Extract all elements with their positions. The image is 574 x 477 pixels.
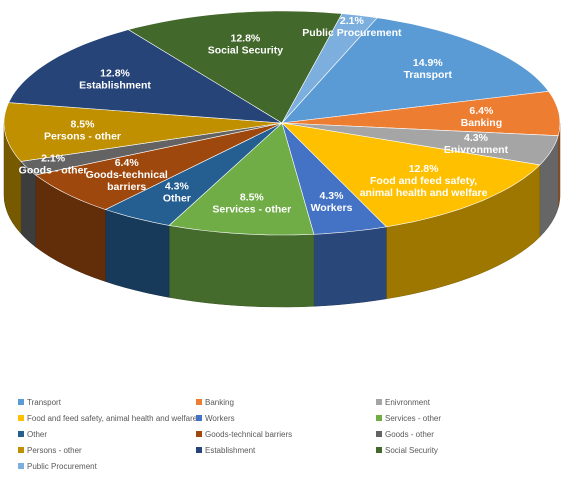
pie-sides [3, 122, 561, 308]
data-label-name-other: Other [163, 193, 191, 205]
legend-label: Public Procurement [27, 461, 97, 471]
legend-swatch [376, 399, 382, 405]
legend-swatch [376, 415, 382, 421]
data-label-name-establishment: Establishment [79, 80, 151, 92]
legend-item-persons-other: Persons - other [18, 444, 196, 456]
data-label-value-public-procurement: 2.1% [340, 15, 365, 27]
legend-label: Other [27, 429, 48, 439]
legend-swatch [196, 415, 202, 421]
legend-label: Establishment [205, 445, 256, 455]
pie-slice-transport [281, 17, 550, 124]
legend-swatch [196, 447, 202, 453]
pie-slice-enivronment [281, 122, 559, 166]
data-label-value-establishment: 12.8% [100, 68, 130, 80]
data-label-value-banking: 6.4% [469, 105, 494, 117]
legend-item-establishment: Establishment [196, 444, 376, 456]
pie-slice-goods-technical-barriers [34, 122, 283, 210]
data-label-name-transport: Transport [404, 69, 453, 81]
pie-side-services-other [168, 225, 315, 308]
legend-swatch [18, 463, 24, 469]
legend-item-goods-other: Goods - other [376, 428, 556, 440]
legend-label: Persons - other [27, 445, 82, 455]
data-label-value-other: 4.3% [165, 181, 190, 193]
legend-item-transport: Transport [18, 396, 196, 408]
data-label-name-goods-technical-barriers: Goods-technical [86, 169, 168, 181]
legend-label: Enivronment [385, 397, 430, 407]
data-label-name-enivronment: Enivronment [444, 144, 509, 156]
data-labels: 14.9%Transport6.4%Banking4.3%Enivronment… [19, 15, 509, 216]
legend-label: Transport [27, 397, 61, 407]
pie-slice-other [104, 122, 283, 226]
pie-slice-social-security [127, 10, 343, 124]
data-label-value-goods-technical-barriers: 6.4% [115, 157, 140, 169]
data-label-value-transport: 14.9% [413, 57, 443, 69]
legend-swatch [196, 399, 202, 405]
data-label-value-goods-other: 2.1% [41, 153, 66, 165]
pie-slice-public-procurement [281, 13, 378, 124]
legend-item-workers: Workers [196, 412, 376, 424]
data-label-value-workers: 4.3% [320, 190, 345, 202]
legend-item-enivronment: Enivronment [376, 396, 556, 408]
pie-side-workers [313, 226, 387, 307]
data-label-name-goods-other: Goods - other [19, 165, 88, 177]
data-label-value-enivronment: 4.3% [464, 132, 489, 144]
pie-slice-establishment [8, 29, 283, 124]
pie-slice-food-and-feed-safety-animal-health-and-welfare [281, 122, 541, 228]
legend-swatch [18, 431, 24, 437]
pie-chart: 14.9%Transport6.4%Banking4.3%Enivronment… [3, 10, 561, 308]
legend-swatch [18, 399, 24, 405]
data-label-name-banking: Banking [461, 117, 502, 129]
data-label-name-food-and-feed-safety-animal-health-and-welfare: Food and feed safety, [370, 175, 477, 187]
pie-slice-persons-other [3, 102, 283, 162]
data-label-name-persons-other: Persons - other [44, 131, 121, 143]
legend-swatch [196, 431, 202, 437]
data-label-name-food-and-feed-safety-animal-health-and-welfare: animal health and welfare [360, 187, 488, 199]
legend-label: Food and feed safety, animal health and … [27, 413, 198, 423]
legend-label: Goods-technical barriers [205, 429, 293, 439]
legend-item-food-and-feed-safety-animal-health-and-welfare: Food and feed safety, animal health and … [18, 412, 198, 424]
pie-top [3, 10, 561, 236]
data-label-name-goods-technical-barriers: barriers [107, 181, 146, 193]
legend-label: Services - other [385, 413, 442, 423]
legend-swatch [18, 415, 24, 421]
legend-item-services-other: Services - other [376, 412, 556, 424]
data-label-name-services-other: Services - other [212, 204, 291, 216]
data-label-name-social-security: Social Security [208, 45, 283, 57]
legend-label: Goods - other [385, 429, 434, 439]
legend-swatch [376, 447, 382, 453]
legend-label: Banking [205, 397, 234, 407]
data-label-value-services-other: 8.5% [240, 192, 265, 204]
data-label-value-persons-other: 8.5% [71, 119, 96, 131]
pie-slice-banking [281, 90, 561, 137]
data-label-name-workers: Workers [311, 202, 353, 214]
legend: Transport Banking Enivronment Food and feed… [18, 396, 563, 472]
data-label-value-social-security: 12.8% [231, 33, 261, 45]
legend-swatch [18, 447, 24, 453]
pie-slice-services-other [168, 122, 315, 236]
data-label-name-public-procurement: Public Procurement [302, 27, 402, 39]
pie-slice-goods-other [20, 122, 283, 176]
legend-item-social-security: Social Security [376, 444, 556, 456]
legend-item-public-procurement: Public Procurement [18, 460, 196, 472]
legend-label: Workers [205, 413, 235, 423]
legend-item-other: Other [18, 428, 196, 440]
data-label-value-food-and-feed-safety-animal-health-and-welfare: 12.8% [409, 163, 439, 175]
legend-label: Social Security [385, 445, 438, 455]
legend-swatch [376, 431, 382, 437]
legend-item-banking: Banking [196, 396, 376, 408]
pie-slice-workers [281, 121, 387, 235]
legend-item-goods-technical-barriers: Goods-technical barriers [196, 428, 376, 440]
